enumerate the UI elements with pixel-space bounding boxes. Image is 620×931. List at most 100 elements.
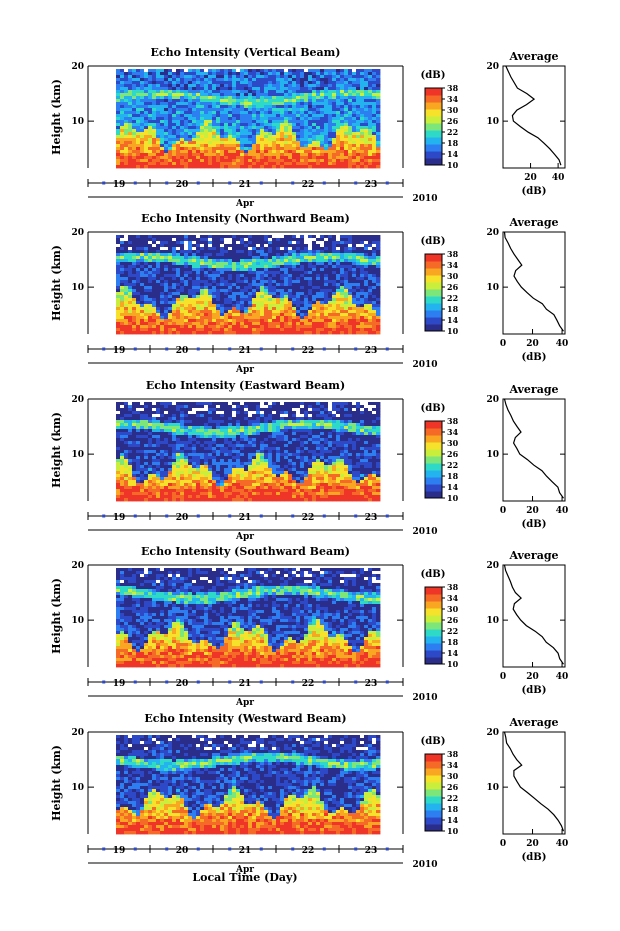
heatmap-cell — [156, 325, 161, 329]
heatmap-cell — [244, 99, 249, 103]
heatmap-cell — [220, 319, 225, 323]
heatmap-cell — [168, 414, 173, 418]
heatmap-cell — [172, 426, 177, 430]
heatmap-cell — [272, 274, 277, 278]
heatmap-cell — [200, 262, 205, 266]
heatmap-cell — [372, 235, 377, 239]
heatmap-cell — [352, 292, 357, 296]
heatmap-cell — [372, 147, 377, 151]
heatmap-cell — [200, 102, 205, 106]
heatmap-cell — [244, 162, 249, 166]
heatmap-cell — [144, 129, 149, 133]
heatmap-cell — [220, 162, 225, 166]
heatmap-cell — [148, 265, 153, 269]
heatmap-cell — [292, 93, 297, 97]
heatmap-cell — [332, 241, 337, 245]
heatmap-cell — [252, 150, 257, 154]
heatmap-cell — [368, 277, 373, 281]
heatmap-cell — [288, 280, 293, 284]
heatmap-cell — [356, 111, 361, 115]
heatmap-cell — [160, 405, 165, 409]
heatmap-cell — [316, 129, 321, 133]
heatmap-cell — [228, 322, 233, 326]
heatmap-cell — [208, 265, 213, 269]
heatmap-cell — [308, 69, 313, 73]
heatmap-cell — [196, 295, 201, 299]
heatmap-cell — [168, 459, 173, 463]
heatmap-cell — [300, 301, 305, 305]
heatmap-cell — [316, 138, 321, 142]
heatmap-cell — [248, 102, 253, 106]
heatmap-cell — [316, 84, 321, 88]
heatmap-cell — [188, 301, 193, 305]
heatmap-cell — [148, 96, 153, 100]
heatmap-cell — [340, 138, 345, 142]
heatmap-cell — [124, 471, 129, 475]
heatmap-cell — [356, 84, 361, 88]
heatmap-cell — [152, 286, 157, 290]
heatmap-cell — [152, 310, 157, 314]
heatmap-cell — [336, 274, 341, 278]
heatmap-cell — [368, 81, 373, 85]
heatmap-cell — [308, 328, 313, 332]
heatmap-cell — [224, 165, 229, 169]
heatmap-cell — [240, 78, 245, 82]
heatmap-cell — [144, 331, 149, 335]
heatmap-cell — [144, 165, 149, 169]
heatmap-cell — [192, 286, 197, 290]
heatmap-cell — [292, 75, 297, 79]
heatmap-cell — [340, 144, 345, 148]
heatmap-cell — [312, 99, 317, 103]
heatmap-cell — [344, 286, 349, 290]
heatmap-cell — [148, 280, 153, 284]
heatmap-cell — [224, 123, 229, 127]
heatmap-cell — [212, 319, 217, 323]
heatmap-cell — [332, 286, 337, 290]
heatmap-cell — [356, 256, 361, 260]
heatmap-cell — [160, 483, 165, 487]
heatmap-cell — [156, 417, 161, 421]
heatmap-cell — [308, 271, 313, 275]
heatmap-cell — [176, 144, 181, 148]
heatmap-cell — [276, 81, 281, 85]
heatmap-cell — [176, 72, 181, 76]
heatmap-cell — [240, 114, 245, 118]
colorbar-tick-label: 34 — [447, 94, 459, 104]
heatmap-cell — [348, 111, 353, 115]
heatmap-cell — [200, 141, 205, 145]
heatmap-cell — [216, 162, 221, 166]
heatmap-cell — [224, 304, 229, 308]
heatmap-cell — [300, 117, 305, 121]
heatmap-cell — [332, 238, 337, 242]
heatmap-cell — [204, 283, 209, 287]
heatmap-cell — [148, 156, 153, 160]
avg-x-label: (dB) — [522, 352, 547, 363]
heatmap-cell — [264, 78, 269, 82]
heatmap-cell — [188, 165, 193, 169]
heatmap-cell — [320, 241, 325, 245]
heatmap-cell — [144, 468, 149, 472]
heatmap-cell — [324, 253, 329, 257]
heatmap-cell — [340, 81, 345, 85]
heatmap-cell — [216, 90, 221, 94]
heatmap-cell — [156, 244, 161, 248]
heatmap-cell — [156, 247, 161, 251]
heatmap-cell — [184, 108, 189, 112]
heatmap-cell — [136, 111, 141, 115]
heatmap-cell — [140, 132, 145, 136]
heatmap-cell — [128, 432, 133, 436]
heatmap-cell — [120, 135, 125, 139]
heatmap-cell — [284, 247, 289, 251]
heatmap-cell — [328, 304, 333, 308]
heatmap-cell — [320, 123, 325, 127]
heatmap-cell — [272, 129, 277, 133]
heatmap-cell — [256, 102, 261, 106]
heatmap-cell — [272, 120, 277, 124]
heatmap-cell — [316, 156, 321, 160]
heatmap-cell — [320, 150, 325, 154]
heatmap-cell — [180, 135, 185, 139]
heatmap-cell — [240, 286, 245, 290]
heatmap-cell — [196, 81, 201, 85]
heatmap-cell — [248, 271, 253, 275]
heatmap-cell — [120, 477, 125, 481]
